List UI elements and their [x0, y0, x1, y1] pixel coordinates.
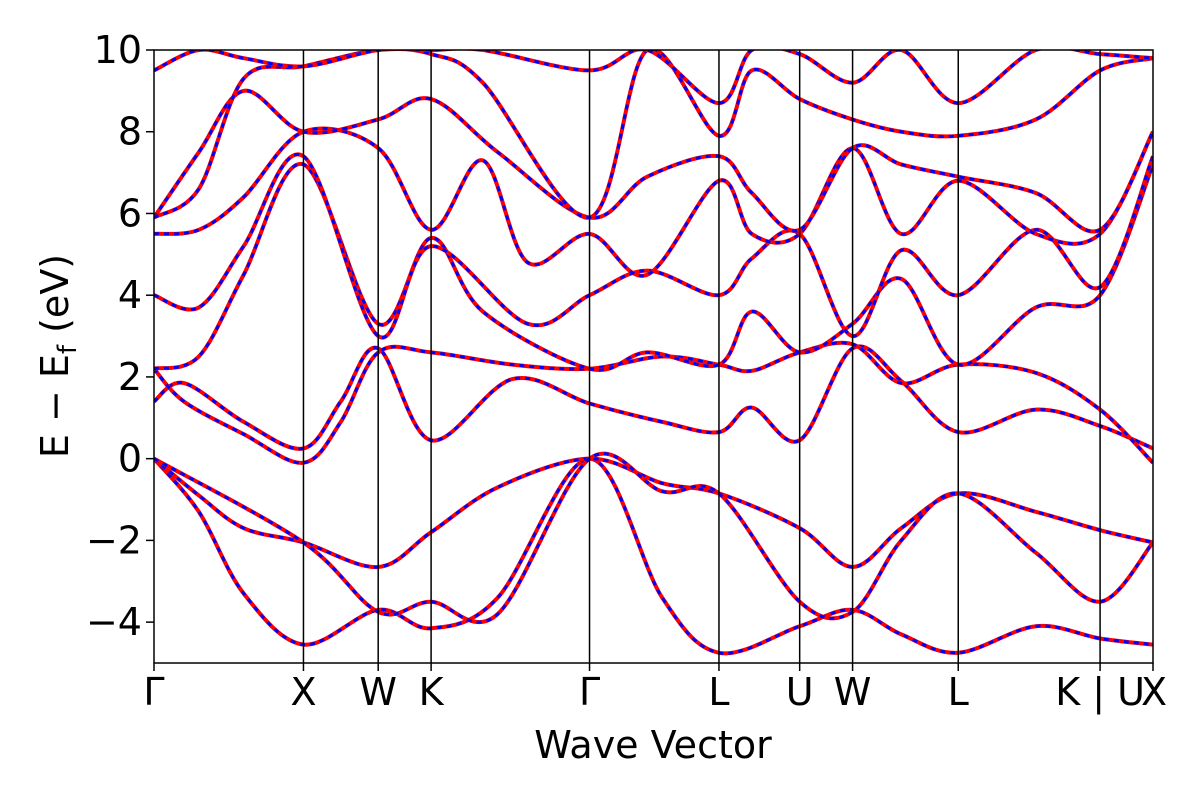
y-axis-ticks: −4 −2 0 2 4 6 8 10 [86, 28, 154, 644]
band-1-series-b [154, 457, 1153, 655]
band-4-series-b [154, 344, 1153, 451]
y-tick-label: 6 [118, 191, 142, 235]
y-tick-label: −2 [86, 518, 142, 562]
x-tick-label: L [948, 670, 969, 714]
x-tick-label: Γ [579, 670, 600, 714]
band-6-series-a [154, 162, 1153, 373]
kpoint-lines [302, 50, 1101, 663]
y-tick-label: 0 [118, 437, 142, 481]
y-axis-label-subscript: f [53, 344, 83, 354]
plot-frame [153, 49, 1154, 664]
band-6 [154, 162, 1153, 373]
y-tick-label: 8 [118, 110, 142, 154]
band-4 [154, 344, 1153, 451]
x-tick-label: X [1141, 670, 1167, 714]
y-axis-label-main: E − E [33, 354, 77, 458]
band-7 [154, 152, 1153, 340]
x-tick-label: W [359, 670, 397, 714]
band-1 [154, 456, 1153, 656]
y-tick-label: −4 [86, 600, 142, 644]
x-tick-label: L [708, 670, 729, 714]
band-2-series-b [154, 457, 1153, 569]
y-tick-label: 4 [118, 273, 142, 317]
band-7-series-b [154, 152, 1153, 340]
y-axis-label: E − Ef (eV) [33, 254, 83, 458]
y-tick-label: 2 [118, 355, 142, 399]
x-tick-label: W [834, 670, 872, 714]
y-axis-label-unit: (eV) [33, 254, 77, 345]
band-9 [154, 88, 1153, 234]
x-tick-label: Γ [143, 670, 164, 714]
x-tick-label: X [290, 670, 316, 714]
x-axis-label: Wave Vector [534, 723, 772, 767]
x-tick-label: U [786, 670, 814, 714]
x-tick-label: K | U [1055, 670, 1145, 715]
y-tick-label: 10 [94, 28, 142, 72]
x-tick-label: K [419, 670, 445, 714]
band-9-series-b [154, 89, 1153, 233]
